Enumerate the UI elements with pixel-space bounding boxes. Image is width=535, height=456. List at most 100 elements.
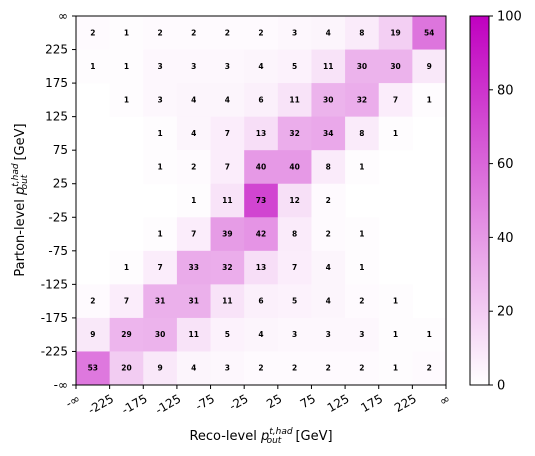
heatmap-cell <box>311 150 346 185</box>
heatmap-cell <box>311 317 346 352</box>
heatmap-cell <box>345 351 380 386</box>
cell-value-label: 9 <box>90 330 95 339</box>
heatmap-cell <box>277 183 312 218</box>
cell-value-label: 1 <box>157 162 162 171</box>
heatmap-cell <box>109 49 144 84</box>
cell-value-label: 30 <box>357 62 367 71</box>
cell-value-label: 4 <box>191 364 196 373</box>
cell-value-label: 32 <box>222 263 232 272</box>
cell-value-label: 2 <box>326 364 331 373</box>
heatmap-cell <box>277 49 312 84</box>
cell-value-label: 1 <box>124 62 129 71</box>
cell-value-label: 4 <box>258 62 263 71</box>
cell-value-label: 12 <box>289 196 299 205</box>
y-axis-label-base: Parton-level <box>13 195 28 277</box>
cell-value-label: 2 <box>258 364 263 373</box>
heatmap-cell <box>244 250 279 285</box>
cell-value-label: 32 <box>357 95 367 104</box>
x-axis-label-main: p <box>260 429 269 444</box>
cell-value-label: 4 <box>191 129 196 138</box>
y-tick-label: -225 <box>41 344 68 358</box>
heatmap-cell <box>210 83 245 118</box>
x-tick-label: 175 <box>358 391 385 415</box>
heatmap-cell <box>378 284 413 319</box>
y-tick-label: -75 <box>48 244 68 258</box>
cell-value-label: 3 <box>359 330 364 339</box>
colorbar-tick-label: 60 <box>497 157 514 172</box>
cell-value-label: 1 <box>427 95 432 104</box>
cell-value-label: 33 <box>189 263 199 272</box>
cell-value-label: 1 <box>393 297 398 306</box>
x-tick-label: -75 <box>193 391 217 413</box>
cell-value-label: 1 <box>90 62 95 71</box>
colorbar-tick-label: 80 <box>497 83 514 98</box>
colorbar-tick-label: 0 <box>497 379 505 394</box>
x-tick-label: 225 <box>392 391 419 415</box>
cell-value-label: 3 <box>225 364 230 373</box>
heatmap-cell <box>143 351 178 386</box>
y-tick-label: ∞ <box>58 9 68 23</box>
heatmap-cell <box>277 150 312 185</box>
cell-value-label: 2 <box>427 364 432 373</box>
cell-value-label: 2 <box>191 162 196 171</box>
cell-value-label: 30 <box>155 330 165 339</box>
x-axis-label-unit: [GeV] <box>291 429 332 444</box>
heatmap-cells <box>76 16 447 386</box>
heatmap-cell <box>311 284 346 319</box>
heatmap-cell <box>176 150 211 185</box>
heatmap-cell <box>76 16 111 50</box>
heatmap-cell <box>378 16 413 50</box>
heatmap-cell <box>244 284 279 319</box>
heatmap-cell <box>176 351 211 386</box>
cell-value-label: 2 <box>225 28 230 37</box>
cell-value-label: 9 <box>157 364 162 373</box>
x-tick-label: -25 <box>227 391 251 413</box>
y-axis-label-main: p <box>13 187 28 196</box>
heatmap-cell <box>345 150 380 185</box>
heatmap-cell <box>76 49 111 84</box>
heatmap-cell <box>412 83 447 118</box>
heatmap-cell <box>244 183 279 218</box>
heatmap-cell <box>244 150 279 185</box>
cell-value-label: 1 <box>393 330 398 339</box>
heatmap-cell <box>277 16 312 50</box>
x-tick-label: -225 <box>86 391 117 417</box>
cell-value-label: 4 <box>191 95 196 104</box>
cell-value-label: 2 <box>90 28 95 37</box>
heatmap-cell <box>345 284 380 319</box>
cell-value-label: 2 <box>359 364 364 373</box>
cell-value-label: 1 <box>393 129 398 138</box>
heatmap-cell <box>277 250 312 285</box>
cell-value-label: 5 <box>225 330 230 339</box>
cell-value-label: 39 <box>222 230 232 239</box>
heatmap-cell <box>176 16 211 50</box>
x-tick-label: ∞ <box>437 391 453 408</box>
heatmap-cell <box>210 317 245 352</box>
cell-value-label: 3 <box>157 95 162 104</box>
heatmap-cell <box>176 250 211 285</box>
heatmap-cell <box>210 217 245 252</box>
heatmap-cell <box>176 317 211 352</box>
heatmap-cell <box>143 83 178 118</box>
heatmap-cell <box>109 16 144 50</box>
cell-value-label: 20 <box>121 364 131 373</box>
cell-value-label: 4 <box>258 330 263 339</box>
heatmap-cell <box>311 183 346 218</box>
cell-value-label: 3 <box>326 330 331 339</box>
heatmap-cell <box>176 217 211 252</box>
cell-value-label: 7 <box>393 95 398 104</box>
cell-value-label: 2 <box>326 230 331 239</box>
cell-value-label: 2 <box>258 28 263 37</box>
heatmap-cell <box>244 49 279 84</box>
cell-value-label: 3 <box>225 62 230 71</box>
heatmap-cell <box>412 49 447 84</box>
cell-value-label: 8 <box>326 162 331 171</box>
cell-value-label: 42 <box>256 230 266 239</box>
cell-value-label: 1 <box>427 330 432 339</box>
heatmap-cell <box>76 317 111 352</box>
heatmap-cell <box>176 183 211 218</box>
cell-value-label: 54 <box>424 28 434 37</box>
heatmap-cell <box>378 317 413 352</box>
colorbar-ticks: 0 20 40 60 80 100 <box>489 10 522 394</box>
